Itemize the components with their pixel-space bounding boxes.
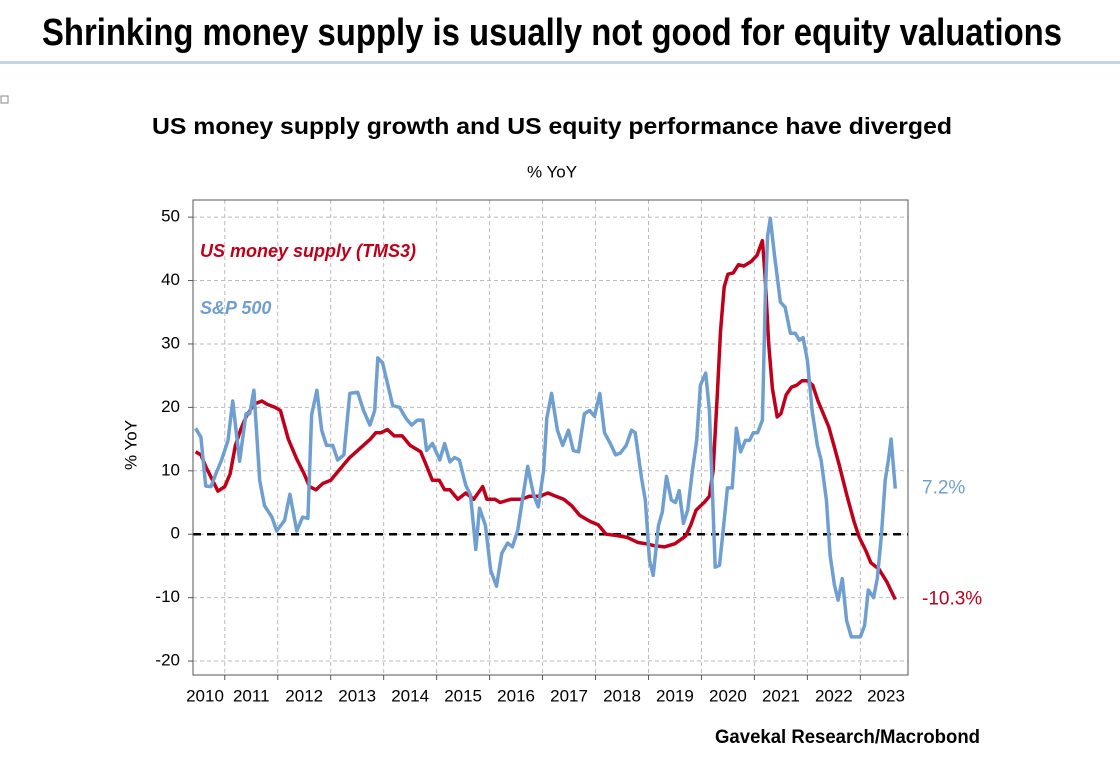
y-axis-label: % YoY <box>121 420 140 470</box>
x-tick-label: 2015 <box>444 686 482 705</box>
end-label: 7.2% <box>922 478 965 499</box>
x-tick-label: 2023 <box>867 686 905 705</box>
legend-entry: S&P 500 <box>200 298 271 318</box>
x-tick-label: 2020 <box>709 686 747 705</box>
y-tick-label: -10 <box>155 587 180 606</box>
y-tick-label: 30 <box>161 333 180 352</box>
y-tick-label: -20 <box>155 651 180 670</box>
x-tick-label: 2010 <box>186 686 224 705</box>
plot-marks <box>194 216 898 639</box>
plot-frame <box>192 199 909 676</box>
x-tick-label: 2016 <box>497 686 535 705</box>
x-tick-label: 2013 <box>338 686 376 705</box>
grid <box>193 200 908 675</box>
x-tick-label: 2019 <box>656 686 694 705</box>
x-tick-label: 2018 <box>603 686 641 705</box>
series-line <box>194 216 898 639</box>
x-tick-label: 2012 <box>285 686 323 705</box>
source: Gavekal Research/Macrobond <box>715 727 980 748</box>
y-tick-label: 40 <box>161 270 180 289</box>
y-tick-label: 10 <box>161 460 180 479</box>
y-tick-label: 50 <box>161 207 180 226</box>
unit-label: % YoY <box>527 162 577 181</box>
chart-title: Shrinking money supply is usually not go… <box>42 12 1062 54</box>
x-tick-label: 2014 <box>391 686 429 705</box>
x-tick-label: 2022 <box>815 686 853 705</box>
y-tick-label: 0 <box>171 524 180 543</box>
y-tick-label: 20 <box>161 397 180 416</box>
x-tick-label: 2021 <box>762 686 800 705</box>
x-tick-label: 2011 <box>233 686 270 705</box>
end-label: -10.3% <box>922 589 982 610</box>
legend-entry: US money supply (TMS3) <box>200 241 416 261</box>
series-line <box>194 238 897 601</box>
chart-subtitle: US money supply growth and US equity per… <box>152 113 952 139</box>
x-tick-label: 2017 <box>550 686 588 705</box>
icon <box>0 95 9 104</box>
title-rule <box>0 61 1120 64</box>
